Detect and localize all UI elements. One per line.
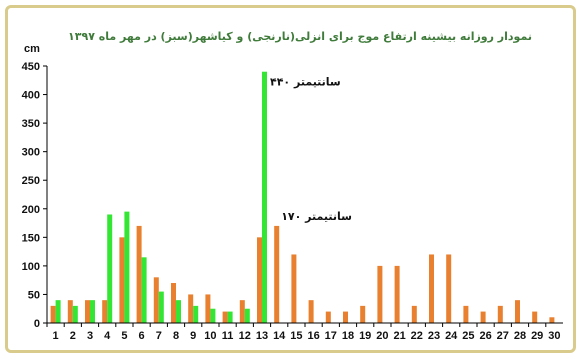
y-tick-label: 50 <box>28 289 40 301</box>
y-tick-label: 0 <box>34 318 40 330</box>
bar-orange-day-12 <box>239 300 245 323</box>
x-tick-label: 9 <box>190 330 196 342</box>
x-tick-label: 13 <box>256 330 268 342</box>
annotation-label: ۴۴۰ سانتیمتر <box>270 76 341 89</box>
x-tick-label: 24 <box>445 330 458 342</box>
bar-green-day-11 <box>227 311 233 323</box>
x-tick-label: 7 <box>156 330 162 342</box>
x-tick-label: 30 <box>548 330 560 342</box>
y-tick-label: 300 <box>22 147 40 159</box>
y-tick-label: 350 <box>22 118 40 130</box>
bar-green-day-6 <box>141 257 147 323</box>
bar-orange-day-8 <box>171 283 176 323</box>
bar-orange-day-10 <box>205 294 211 323</box>
annotation-label: ۱۷۰ سانتیمتر <box>281 210 352 223</box>
bar-orange-day-9 <box>188 294 194 323</box>
bar-green-day-4 <box>107 214 113 323</box>
x-tick-label: 26 <box>479 330 491 342</box>
bar-orange-day-22 <box>411 305 417 323</box>
bar-green-day-10 <box>210 308 216 323</box>
bar-orange-day-20 <box>377 265 383 323</box>
bar-green-day-8 <box>176 300 181 323</box>
x-tick-label: 5 <box>121 330 127 342</box>
bar-green-day-9 <box>193 305 199 323</box>
y-tick-label: 450 <box>22 61 40 73</box>
bar-orange-day-18 <box>343 311 348 323</box>
x-tick-label: 2 <box>70 330 76 342</box>
x-tick-label: 8 <box>173 330 179 342</box>
x-tick-label: 15 <box>290 330 302 342</box>
x-tick-label: 17 <box>325 330 337 342</box>
y-tick-label: 100 <box>22 261 40 273</box>
x-tick-label: 11 <box>222 330 234 342</box>
x-tick-label: 21 <box>393 330 405 342</box>
y-tick-label: 150 <box>22 232 40 244</box>
x-tick-label: 4 <box>104 330 111 342</box>
x-tick-label: 12 <box>239 330 251 342</box>
x-tick-label: 16 <box>307 330 319 342</box>
x-tick-label: 6 <box>139 330 145 342</box>
bar-orange-day-26 <box>480 311 486 323</box>
x-tick-label: 27 <box>497 330 509 342</box>
bar-orange-day-14 <box>274 225 280 323</box>
bar-orange-day-7 <box>153 277 159 323</box>
bar-orange-day-16 <box>308 300 314 323</box>
bar-orange-day-15 <box>291 254 297 323</box>
y-tick-label: 200 <box>22 204 40 216</box>
bar-orange-day-21 <box>394 265 400 323</box>
bar-orange-day-13 <box>257 237 262 323</box>
bar-orange-day-30 <box>549 317 555 323</box>
bar-orange-day-23 <box>429 254 434 323</box>
bar-green-day-1 <box>55 300 61 323</box>
x-tick-label: 18 <box>342 330 354 342</box>
bar-orange-day-2 <box>67 300 73 323</box>
bar-orange-day-19 <box>360 305 366 323</box>
bar-green-day-3 <box>90 300 95 323</box>
y-axis-unit: cm <box>24 43 40 55</box>
bar-orange-day-4 <box>102 300 108 323</box>
x-tick-label: 20 <box>376 330 388 342</box>
bar-green-day-7 <box>158 291 164 323</box>
x-tick-label: 14 <box>273 330 286 342</box>
x-tick-label: 22 <box>411 330 423 342</box>
x-tick-label: 23 <box>428 330 440 342</box>
x-tick-label: 28 <box>514 330 526 342</box>
x-tick-label: 10 <box>204 330 216 342</box>
bar-orange-day-3 <box>85 300 90 323</box>
x-tick-label: 1 <box>53 330 59 342</box>
x-tick-label: 3 <box>87 330 93 342</box>
bar-green-day-13 <box>262 71 267 324</box>
bar-orange-day-29 <box>532 311 538 323</box>
bar-orange-day-17 <box>325 311 331 323</box>
plot-area <box>47 66 563 323</box>
bar-orange-day-1 <box>50 305 56 323</box>
bar-orange-day-6 <box>136 225 142 323</box>
bar-orange-day-28 <box>515 300 520 323</box>
x-tick-label: 19 <box>359 330 371 342</box>
x-tick-label: 25 <box>462 330 474 342</box>
bar-green-day-12 <box>244 308 250 323</box>
bar-orange-day-11 <box>222 311 228 323</box>
y-tick-label: 250 <box>22 175 40 187</box>
bar-green-day-5 <box>124 211 130 323</box>
bar-green-day-2 <box>72 305 78 323</box>
bar-orange-day-25 <box>463 305 469 323</box>
bar-orange-day-27 <box>497 305 503 323</box>
bar-orange-day-24 <box>446 254 452 323</box>
bar-orange-day-5 <box>119 237 125 323</box>
chart-title: نمودار روزانه بیشینه ارتفاع موج برای انز… <box>68 30 532 43</box>
y-tick-label: 400 <box>22 90 40 102</box>
x-tick-label: 29 <box>531 330 543 342</box>
